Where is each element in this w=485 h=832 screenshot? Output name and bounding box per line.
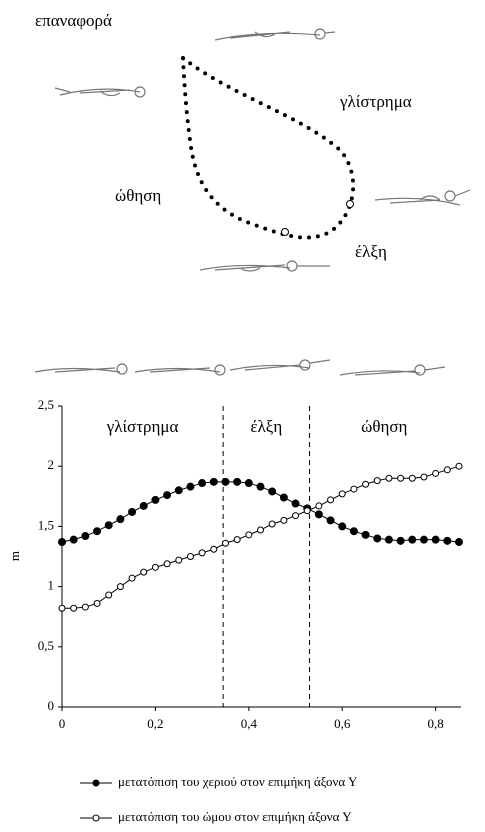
phase-label: ώθηση	[361, 417, 407, 436]
y-axis-label: m	[7, 551, 22, 561]
data-point	[384, 535, 393, 544]
swimmer-figures	[34, 28, 471, 376]
data-point	[455, 538, 463, 547]
legend-marker	[92, 779, 100, 787]
data-point	[81, 532, 90, 541]
data-point	[279, 493, 288, 502]
path-marker	[346, 200, 354, 208]
x-tick-label: 0	[59, 716, 66, 731]
data-point	[268, 520, 276, 528]
data-point	[455, 462, 463, 470]
data-point	[338, 490, 346, 498]
data-point	[338, 522, 347, 531]
data-point	[280, 516, 288, 524]
data-point	[257, 526, 264, 534]
data-point	[349, 527, 358, 536]
y-tick-label: 1,5	[38, 517, 54, 532]
data-point	[128, 574, 136, 582]
legend-marker	[92, 814, 100, 822]
y-tick-label: 0	[48, 698, 55, 713]
data-point	[408, 474, 416, 482]
data-point	[209, 477, 218, 486]
data-point	[174, 486, 183, 495]
data-point	[105, 591, 113, 599]
data-point	[93, 527, 102, 536]
data-point	[268, 487, 277, 496]
data-point	[69, 535, 78, 544]
phase-label: έλξη	[250, 417, 282, 436]
y-tick-label: 0,5	[38, 638, 54, 653]
data-point	[291, 499, 300, 508]
data-point	[58, 604, 66, 612]
hand-path	[180, 53, 356, 240]
data-point	[163, 491, 172, 500]
data-point	[81, 603, 89, 611]
data-point	[443, 466, 451, 474]
path-marker	[281, 228, 289, 236]
data-point	[292, 512, 300, 520]
data-point	[128, 507, 137, 516]
data-point	[139, 501, 148, 510]
data-point	[140, 568, 148, 576]
data-point	[104, 521, 113, 530]
data-point	[221, 539, 229, 547]
data-point	[233, 477, 242, 486]
data-point	[233, 536, 241, 544]
data-point	[151, 495, 160, 504]
data-point	[221, 477, 230, 486]
phase-label: ώθηση	[115, 186, 161, 205]
data-point	[373, 534, 382, 543]
data-point	[93, 599, 101, 607]
data-point	[163, 560, 171, 568]
y-tick-label: 2	[48, 457, 55, 472]
data-point	[210, 545, 218, 553]
data-point	[314, 510, 323, 519]
phase-label: γλίστρημα	[339, 92, 412, 111]
data-point	[151, 563, 159, 571]
data-point	[303, 507, 311, 515]
data-point	[256, 482, 265, 491]
data-point	[432, 469, 440, 477]
data-point	[397, 474, 405, 482]
data-point	[373, 477, 381, 485]
x-tick-label: 0,2	[147, 716, 163, 731]
data-point	[116, 583, 124, 591]
phase-label: επαναφορά	[35, 11, 112, 30]
data-point	[175, 556, 183, 564]
data-point	[186, 482, 195, 491]
legend-entry: μετατόπιση του ώμου στον επιμήκη άξονα Υ	[118, 809, 352, 824]
data-point	[420, 473, 428, 481]
data-point	[326, 516, 335, 525]
data-point	[198, 549, 206, 557]
data-point	[443, 536, 452, 545]
data-point	[350, 485, 358, 493]
y-tick-label: 2,5	[38, 397, 54, 412]
data-point	[70, 604, 78, 612]
data-point	[245, 531, 253, 539]
x-tick-label: 0,8	[428, 716, 444, 731]
data-point	[361, 530, 370, 539]
phase-label: γλίστρημα	[106, 417, 179, 436]
data-point	[244, 479, 253, 488]
data-point	[362, 480, 370, 488]
legend-entry: μετατόπιση του χεριού στον επιμήκη άξονα…	[118, 774, 358, 789]
y-tick-label: 1	[48, 578, 55, 593]
data-point	[315, 502, 323, 510]
data-point	[58, 538, 66, 547]
x-tick-label: 0,6	[334, 716, 351, 731]
data-point	[198, 479, 207, 488]
data-point	[419, 535, 428, 544]
data-point	[431, 535, 440, 544]
data-point	[327, 496, 335, 504]
data-point	[186, 553, 194, 560]
phase-label: έλξη	[355, 242, 387, 261]
x-tick-label: 0,4	[241, 716, 258, 731]
data-point	[408, 535, 417, 544]
data-point	[116, 515, 125, 524]
data-point	[385, 474, 393, 482]
data-point	[396, 536, 405, 545]
